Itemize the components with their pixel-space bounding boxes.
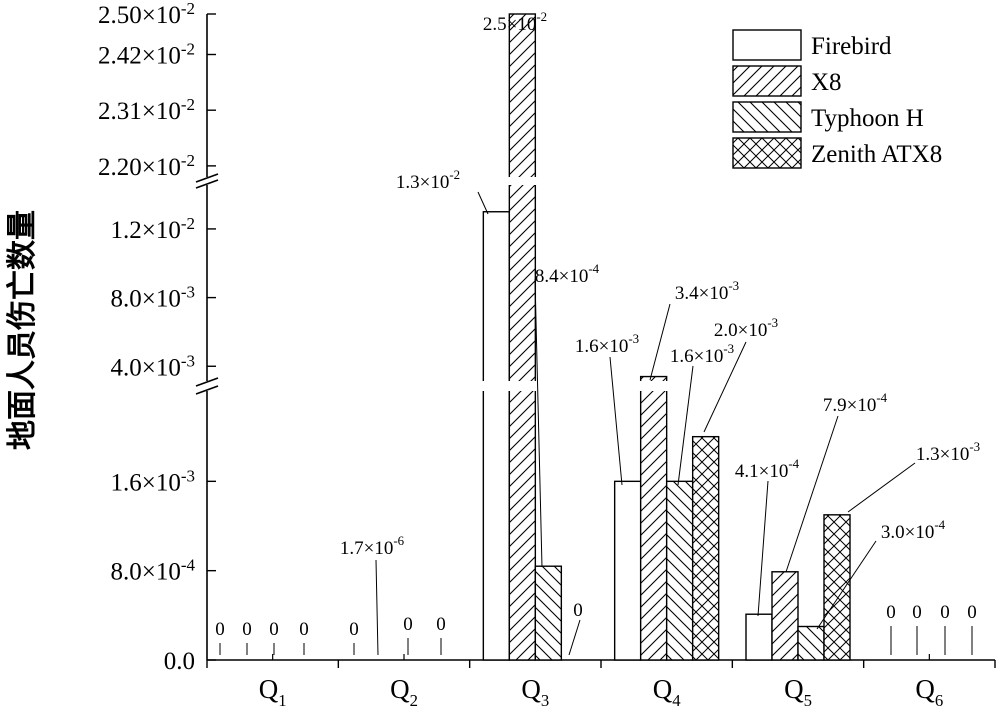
y-tick-label: 8.0×10-3 — [110, 283, 195, 313]
legend-swatch — [732, 137, 802, 169]
data-label: 0 — [967, 602, 977, 623]
y-axis-break-mark — [195, 385, 219, 395]
data-label: 1.7×10-6 — [340, 533, 405, 559]
y-tick-label: 2.20×10-2 — [98, 151, 195, 181]
data-label: 3.4×10-3 — [675, 278, 739, 304]
data-label: 2.0×10-3 — [714, 315, 778, 341]
data-label: 1.6×10-3 — [575, 331, 639, 357]
data-label: 3.0×10-4 — [881, 517, 946, 543]
y-tick-label: 8.0×10-4 — [110, 556, 195, 586]
leader-line — [677, 365, 694, 486]
legend-swatch — [732, 65, 802, 97]
y-tick-label: 2.42×10-2 — [98, 40, 195, 70]
leader-line — [785, 415, 839, 573]
legend: Firebird X8 Typhoon H Zenith ATX8 — [732, 29, 942, 169]
axis-break-band — [221, 177, 989, 185]
x-category-label: Q2 — [390, 674, 418, 710]
bar — [745, 613, 773, 661]
bar — [482, 211, 511, 661]
x-category-label: Q6 — [915, 674, 943, 710]
legend-entry-label: Zenith ATX8 — [811, 141, 942, 168]
leader-line — [477, 191, 489, 215]
x-category-label: Q3 — [521, 674, 549, 710]
plot-area: 0.0 8.0×10-4 1.6×10-3 4.0×10-3 8.0×10-3 1.2×1… — [98, 0, 996, 710]
bar — [771, 571, 799, 661]
leader-line — [609, 356, 623, 486]
bar — [823, 514, 851, 661]
leader-line — [757, 480, 769, 617]
data-label: 1.6×10-3 — [670, 341, 734, 367]
data-label: 0 — [299, 619, 309, 640]
data-label: 1.3×10-2 — [396, 167, 460, 193]
leader-line — [649, 303, 671, 381]
legend-entry-label: Typhoon H — [811, 105, 924, 132]
data-label: 0 — [940, 602, 950, 623]
data-label: 4.1×10-4 — [735, 456, 800, 482]
bar — [508, 13, 537, 661]
data-label: 1.3×10-3 — [916, 439, 980, 465]
data-label: 0 — [573, 600, 583, 621]
data-label: 0 — [912, 602, 922, 623]
leader-line — [568, 619, 581, 656]
data-label: 0 — [436, 614, 446, 635]
y-tick-label: 1.2×10-2 — [110, 214, 195, 244]
data-label: 8.4×10-4 — [535, 261, 600, 287]
y-axis-break-gap — [193, 381, 217, 391]
data-label: 0 — [886, 602, 896, 623]
data-label: 0 — [242, 619, 252, 640]
leader-line — [703, 341, 747, 433]
bar — [797, 625, 825, 661]
x-category-label: Q1 — [259, 674, 287, 710]
legend-swatch — [732, 101, 802, 133]
y-axis-break-mark — [195, 173, 219, 183]
leader-line — [847, 462, 916, 513]
bar — [691, 435, 720, 661]
y-axis-break-mark — [195, 179, 219, 189]
legend-entry-label: X8 — [811, 69, 842, 96]
bar — [613, 480, 642, 661]
axis-break-band — [221, 381, 989, 391]
data-label: 0 — [269, 619, 279, 640]
data-label: 7.9×10-4 — [823, 390, 888, 416]
data-label: 0 — [215, 619, 225, 640]
bar — [639, 375, 668, 661]
y-tick-label: 1.6×10-3 — [110, 466, 195, 496]
leader-line — [816, 540, 877, 630]
y-tick-label: 4.0×10-3 — [110, 351, 195, 381]
bar — [534, 565, 563, 661]
y-tick-label: 2.31×10-2 — [98, 95, 195, 125]
x-category-label: Q4 — [653, 674, 682, 710]
leader-line — [375, 559, 379, 656]
leader-line — [534, 278, 543, 568]
x-category-label: Q5 — [784, 674, 812, 710]
legend-swatch — [732, 29, 802, 61]
bar — [665, 480, 694, 661]
y-tick-label: 2.50×10-2 — [98, 0, 195, 29]
legend-entry-label: Firebird — [811, 33, 892, 60]
data-label: 2.5×10-2 — [483, 9, 547, 35]
y-axis-break-mark — [195, 377, 219, 387]
y-axis-break-gap — [193, 177, 217, 185]
data-label: 0 — [349, 619, 359, 640]
y-axis-title: 地面人员伤亡数量 — [5, 210, 40, 450]
data-label: 0 — [403, 614, 413, 635]
y-tick-label: 0.0 — [164, 648, 195, 675]
